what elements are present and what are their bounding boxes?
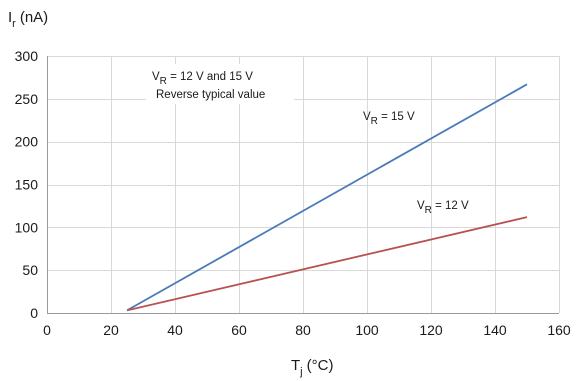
annotation-box-line1: VR = 12 V and 15 V xyxy=(152,71,253,87)
x-tick-label: 20 xyxy=(103,322,119,338)
x-tick-label: 140 xyxy=(483,322,507,338)
y-tick-label: 250 xyxy=(15,91,39,107)
annotation-box-background xyxy=(146,64,294,104)
series-label-vr15: VR = 15 V xyxy=(363,111,415,127)
y-tick-label: 100 xyxy=(15,219,39,235)
y-axis-title: Ir (nA) xyxy=(8,9,48,30)
axes xyxy=(47,56,559,314)
series-line-vr15 xyxy=(126,83,528,312)
annotation-box-line2: Reverse typical value xyxy=(156,89,265,101)
y-tick-label: 200 xyxy=(15,134,39,150)
x-tick-label: 160 xyxy=(547,322,571,338)
series-lines xyxy=(126,83,528,312)
x-tick-label: 100 xyxy=(355,322,379,338)
tick-labels: 0 20 40 60 80 100 120 140 160 0 50 100 150 200 250 300 xyxy=(15,48,571,338)
y-tick-label: 150 xyxy=(15,177,39,193)
y-tick-label: 50 xyxy=(22,262,38,278)
x-tick-label: 0 xyxy=(43,322,51,338)
x-tick-label: 120 xyxy=(419,322,443,338)
x-tick-label: 80 xyxy=(295,322,311,338)
gridlines xyxy=(47,56,560,313)
x-tick-label: 60 xyxy=(231,322,247,338)
series-label-vr12: VR = 12 V xyxy=(417,200,469,216)
series-line-vr12 xyxy=(126,216,528,312)
y-tick-label: 0 xyxy=(30,305,38,321)
y-tick-label: 300 xyxy=(15,48,39,64)
x-axis-title: Tj (°C) xyxy=(291,357,333,378)
x-tick-label: 40 xyxy=(167,322,183,338)
